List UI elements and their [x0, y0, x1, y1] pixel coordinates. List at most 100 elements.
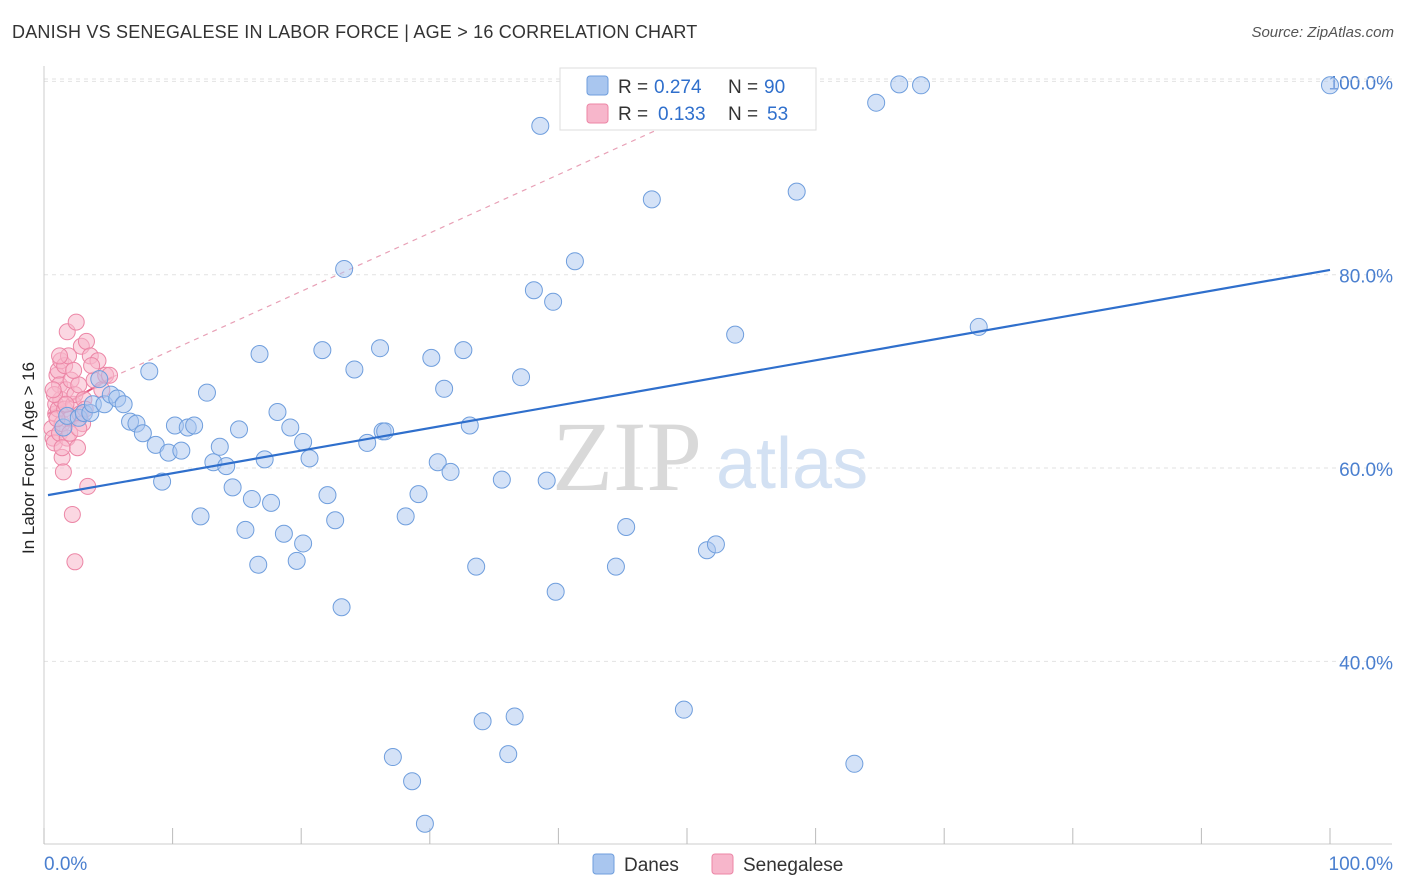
danes-point: [133, 424, 152, 443]
legend-n-label-danes: N =: [728, 77, 758, 98]
danes-point: [249, 555, 268, 574]
senegalese-point: [67, 313, 85, 331]
danes-point: [403, 772, 422, 791]
y-axis-title: In Labor Force | Age > 16: [19, 362, 38, 554]
senegalese-point: [66, 553, 84, 571]
danes-point: [441, 462, 460, 481]
danes-point: [674, 700, 693, 719]
danes-point: [210, 437, 229, 456]
danes-point: [90, 370, 109, 389]
danes-point: [250, 344, 269, 363]
x-tick-label-min: 0.0%: [44, 854, 87, 875]
danes-point: [428, 453, 447, 472]
danes-point: [236, 520, 255, 539]
senegalese-trend-extension: [111, 85, 754, 378]
senegalese-point: [68, 439, 86, 457]
danes-point: [332, 598, 351, 617]
danes-point: [191, 507, 210, 526]
danes-points: [47, 72, 1339, 833]
danes-point: [912, 76, 931, 95]
danes-point: [617, 518, 636, 537]
legend-swatch-senegalese: [586, 103, 609, 124]
senegalese-point: [53, 439, 71, 457]
y-tick-label: 100.0%: [1329, 73, 1394, 94]
danes-point: [505, 707, 524, 726]
danes-point: [396, 507, 415, 526]
danes-point: [172, 441, 191, 460]
legend-r-value-danes: 0.274: [654, 77, 702, 98]
series-legend-swatch-senegalese[interactable]: [711, 853, 734, 875]
danes-point: [294, 432, 313, 451]
danes-point: [185, 416, 204, 435]
legend-r-value-senegalese: 0.133: [658, 104, 706, 125]
danes-point: [890, 75, 909, 94]
series-legend: Danes Senegalese: [592, 853, 843, 876]
danes-point: [274, 524, 293, 543]
danes-point: [422, 348, 441, 367]
legend-swatch-danes: [586, 75, 609, 96]
watermark-atlas: atlas: [716, 424, 868, 504]
danes-point: [114, 395, 133, 414]
danes-point: [467, 557, 486, 576]
danes-point: [1321, 76, 1339, 95]
stats-legend: R = 0.274 N = 90 R = 0.133 N = 53: [559, 67, 817, 131]
senegalese-point: [51, 347, 69, 365]
series-legend-label-senegalese[interactable]: Senegalese: [743, 855, 843, 876]
chart-title: DANISH VS SENEGALESE IN LABOR FORCE | AG…: [12, 22, 698, 42]
danes-point: [318, 486, 337, 505]
legend-r-label-danes: R =: [618, 77, 648, 98]
danes-point: [294, 534, 313, 553]
danes-point: [300, 449, 319, 468]
danes-point: [287, 551, 306, 570]
danes-point: [492, 470, 511, 489]
source-credit: Source: ZipAtlas.com: [1251, 24, 1394, 41]
danes-point: [642, 190, 661, 209]
danes-trend-line: [47, 268, 1331, 497]
x-tick-label-max: 100.0%: [1329, 854, 1394, 875]
y-tick-label: 80.0%: [1339, 267, 1393, 288]
senegalese-point: [70, 376, 88, 394]
danes-point: [242, 489, 261, 508]
danes-point: [845, 754, 864, 773]
danes-point: [544, 292, 563, 311]
danes-point: [326, 511, 345, 530]
danes-point: [409, 485, 428, 504]
legend-n-value-senegalese: 53: [767, 104, 788, 125]
series-legend-label-danes[interactable]: Danes: [624, 855, 679, 876]
danes-point: [537, 471, 556, 490]
watermark: ZIP atlas: [552, 401, 868, 512]
senegalese-point: [63, 505, 81, 523]
danes-point: [313, 341, 332, 360]
danes-point: [371, 339, 390, 358]
danes-point: [499, 745, 518, 764]
danes-point: [435, 379, 454, 398]
danes-point: [268, 402, 287, 421]
senegalese-point: [83, 357, 101, 375]
danes-point: [345, 360, 364, 379]
danes-point: [706, 535, 725, 554]
axis-layer: 0.0% 100.0%: [43, 66, 1394, 875]
danes-point: [454, 341, 473, 360]
danes-point: [281, 418, 300, 437]
senegalese-point: [65, 361, 83, 379]
danes-point: [473, 712, 492, 731]
danes-point: [262, 493, 281, 512]
grid-layer: 100.0% 80.0% 60.0% 40.0%: [44, 73, 1393, 674]
danes-point: [524, 281, 543, 300]
danes-point: [415, 814, 434, 833]
danes-point: [531, 116, 550, 135]
danes-point: [606, 557, 625, 576]
senegalese-point: [54, 463, 72, 481]
senegalese-points: [43, 313, 119, 571]
danes-point: [383, 748, 402, 767]
senegalese-point: [77, 332, 95, 350]
danes-point: [565, 252, 584, 271]
danes-point: [153, 472, 172, 491]
series-legend-swatch-danes[interactable]: [592, 853, 615, 875]
legend-n-label-senegalese: N =: [728, 104, 758, 125]
danes-point: [787, 182, 806, 201]
y-tick-label: 60.0%: [1339, 460, 1393, 481]
senegalese-point: [44, 381, 62, 399]
danes-point: [217, 457, 236, 476]
danes-point: [726, 325, 745, 344]
